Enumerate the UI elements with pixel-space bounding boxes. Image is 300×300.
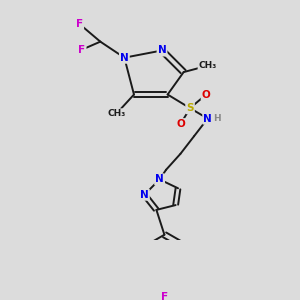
Text: F: F <box>78 45 85 55</box>
Text: N: N <box>158 46 166 56</box>
Text: S: S <box>186 103 194 113</box>
Text: F: F <box>76 19 83 29</box>
Text: N: N <box>203 114 212 124</box>
Text: CH₃: CH₃ <box>107 109 125 118</box>
Text: O: O <box>202 89 211 100</box>
Text: O: O <box>176 119 185 129</box>
Text: F: F <box>161 292 168 300</box>
Text: H: H <box>213 114 221 123</box>
Text: CH₃: CH₃ <box>199 61 217 70</box>
Text: N: N <box>155 174 164 184</box>
Text: N: N <box>140 190 149 200</box>
Text: N: N <box>120 53 129 63</box>
